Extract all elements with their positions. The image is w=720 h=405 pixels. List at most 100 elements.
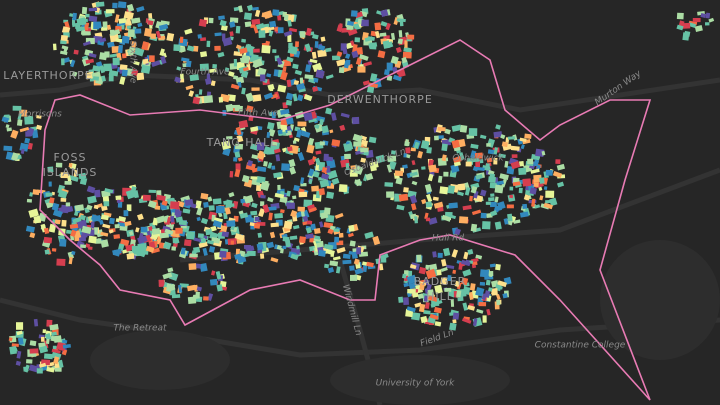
- building: [205, 228, 213, 236]
- building: [531, 198, 536, 207]
- building: [369, 163, 377, 172]
- building: [189, 74, 200, 82]
- building: [271, 165, 276, 170]
- building: [555, 159, 561, 164]
- building: [510, 160, 521, 170]
- building: [403, 297, 409, 305]
- building: [362, 80, 370, 86]
- building: [398, 296, 404, 303]
- building: [51, 348, 61, 354]
- building: [44, 249, 50, 255]
- place-label: Morrisons: [18, 110, 62, 120]
- building: [486, 143, 491, 147]
- building: [451, 139, 461, 149]
- building: [350, 165, 356, 170]
- building: [198, 89, 203, 95]
- building: [202, 247, 208, 256]
- building: [149, 55, 155, 63]
- building: [379, 32, 387, 37]
- building: [115, 195, 122, 201]
- place-label: Constantine College: [535, 341, 626, 351]
- building: [16, 119, 23, 126]
- place-label: LAYERTHORPE: [3, 69, 92, 82]
- building: [324, 263, 330, 269]
- building: [36, 124, 43, 131]
- building: [282, 66, 287, 72]
- building: [268, 212, 273, 221]
- building: [221, 231, 230, 238]
- building: [353, 258, 360, 265]
- building: [24, 137, 31, 144]
- building: [100, 239, 109, 248]
- building: [312, 62, 323, 73]
- building: [335, 266, 341, 274]
- building: [235, 44, 242, 50]
- building: [403, 282, 409, 288]
- place-label: Hull Rd: [432, 234, 465, 244]
- building: [33, 215, 42, 224]
- building: [448, 202, 458, 209]
- building: [184, 28, 193, 35]
- building: [136, 5, 145, 13]
- building: [475, 161, 480, 167]
- building: [319, 118, 325, 126]
- building: [303, 94, 313, 102]
- building: [305, 227, 312, 234]
- building: [273, 172, 282, 179]
- building: [131, 17, 141, 24]
- building: [42, 329, 47, 334]
- building: [212, 220, 223, 228]
- building: [183, 239, 192, 247]
- building: [234, 233, 245, 241]
- building: [71, 71, 78, 77]
- building: [210, 225, 217, 232]
- building: [676, 12, 684, 20]
- building: [254, 9, 261, 18]
- building: [134, 47, 145, 57]
- building: [214, 45, 221, 51]
- building: [471, 264, 477, 269]
- building: [226, 220, 236, 227]
- building: [114, 224, 120, 229]
- building: [406, 306, 416, 313]
- building: [451, 249, 459, 258]
- building: [229, 17, 239, 23]
- building: [467, 305, 476, 311]
- building: [530, 168, 540, 174]
- building: [281, 163, 290, 172]
- building: [372, 235, 381, 246]
- building: [39, 345, 49, 354]
- building: [276, 244, 282, 250]
- building: [126, 25, 132, 30]
- building: [313, 77, 319, 83]
- building: [147, 200, 157, 209]
- building: [262, 204, 270, 214]
- building: [342, 259, 352, 265]
- building: [326, 156, 334, 162]
- building: [135, 227, 140, 233]
- building: [219, 250, 227, 258]
- building: [113, 29, 121, 36]
- building: [295, 41, 299, 48]
- building: [256, 243, 264, 251]
- building: [453, 161, 461, 167]
- building: [46, 366, 55, 373]
- building: [280, 209, 285, 214]
- building: [377, 50, 386, 59]
- building: [180, 195, 191, 202]
- building: [91, 214, 102, 222]
- building: [57, 189, 68, 199]
- building: [53, 335, 62, 343]
- building: [523, 194, 531, 201]
- building: [447, 275, 452, 282]
- building: [159, 232, 169, 239]
- building: [241, 38, 246, 43]
- building: [340, 43, 347, 51]
- building: [44, 333, 52, 341]
- building: [300, 211, 305, 217]
- building: [287, 146, 293, 152]
- building: [374, 30, 381, 39]
- building: [493, 147, 498, 155]
- building: [108, 229, 114, 234]
- field: [330, 355, 510, 405]
